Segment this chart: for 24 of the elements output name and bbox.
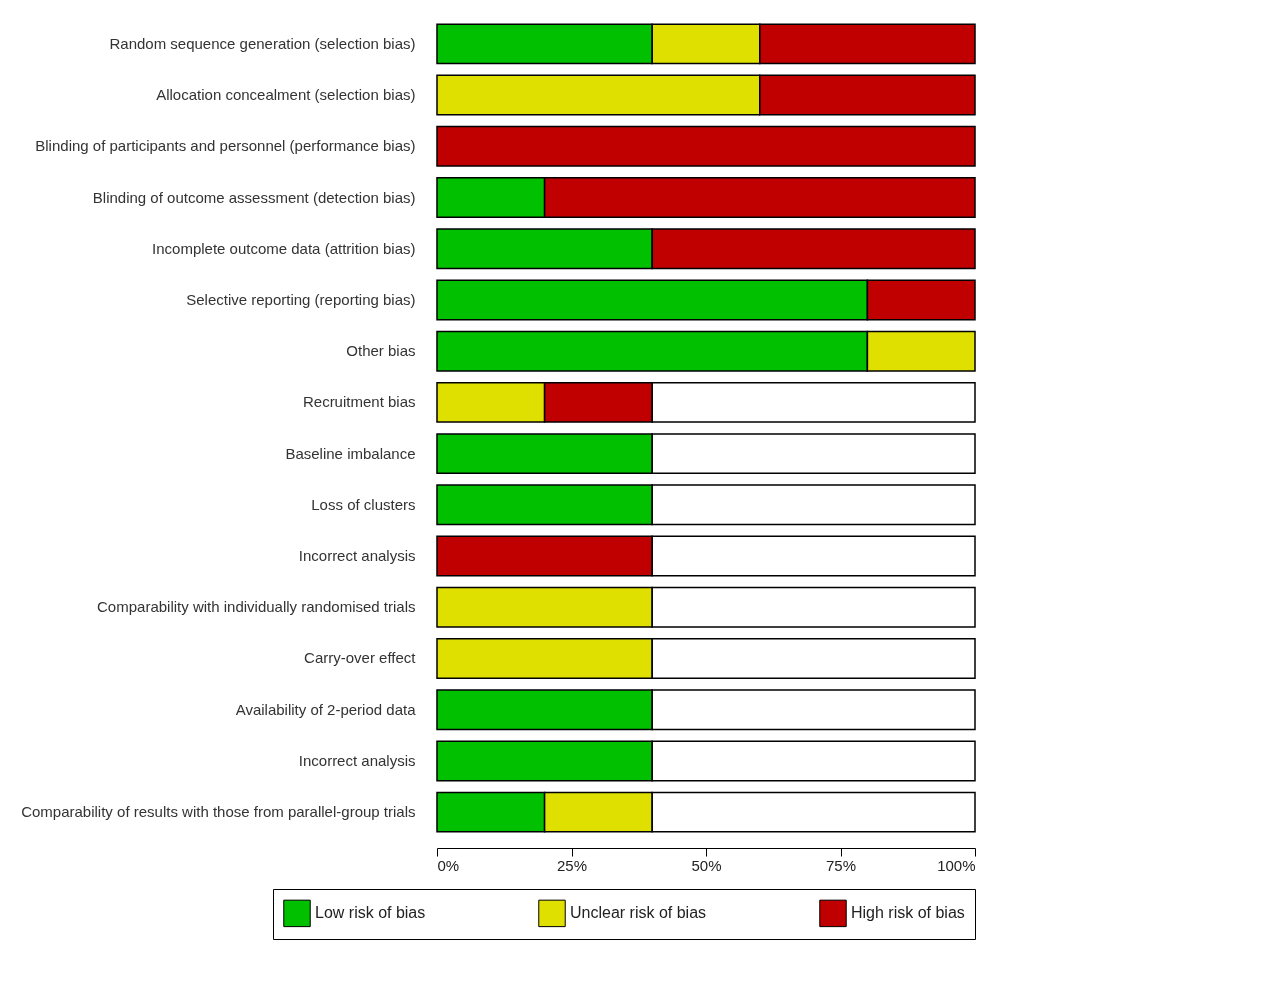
legend-label: High risk of bias	[851, 904, 965, 922]
y-tick-label: Random sequence generation (selection bias)	[109, 34, 416, 52]
x-tick-label: 100%	[937, 856, 976, 874]
x-tick-label: 0%	[437, 856, 460, 874]
y-tick-label: Incorrect analysis	[298, 547, 416, 565]
legend-label: Low risk of bias	[315, 904, 426, 922]
y-tick-label: Baseline imbalance	[285, 444, 416, 462]
y-tick-label: Comparability of results with those from parallel-group trials	[21, 803, 416, 821]
y-tick-label: Selective reporting (reporting bias)	[186, 290, 416, 308]
y-tick-label: Other bias	[346, 342, 416, 360]
y-tick-label: Carry-over effect	[304, 649, 417, 667]
y-tick-label: Comparability with individually randomised trials	[97, 598, 416, 616]
y-tick-label: Loss of clusters	[311, 495, 416, 513]
y-tick-label: Incorrect analysis	[298, 751, 416, 769]
y-tick-label: Allocation concealment (selection bias)	[156, 86, 416, 104]
y-tick-label: Incomplete outcome data (attrition bias)	[152, 239, 416, 257]
y-tick-label: Recruitment bias	[302, 393, 416, 411]
x-tick-label: 25%	[556, 856, 588, 874]
y-tick-label: Availability of 2-period data	[235, 700, 417, 718]
y-tick-label: Blinding of outcome assessment (detection bias)	[92, 188, 416, 206]
x-tick-label: 50%	[691, 856, 722, 874]
y-tick-label: Blinding of participants and personnel (performance bias)	[35, 137, 416, 155]
x-tick-label: 75%	[825, 856, 857, 874]
legend-label: Unclear risk of bias	[570, 904, 707, 922]
